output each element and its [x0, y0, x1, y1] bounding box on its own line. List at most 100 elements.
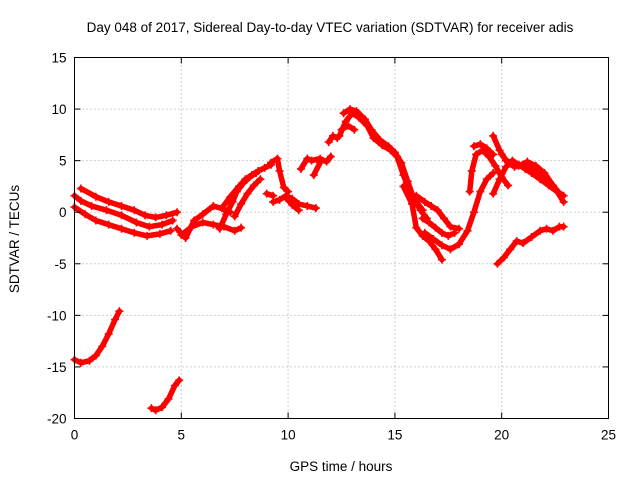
- chart-title: Day 048 of 2017, Sidereal Day-to-day VTE…: [87, 20, 574, 35]
- data-point-marker: [102, 206, 111, 215]
- data-point-marker: [132, 218, 141, 227]
- data-point-marker: [288, 200, 297, 209]
- data-point-marker: [337, 125, 346, 134]
- data-point-marker: [375, 136, 384, 145]
- data-point-marker: [162, 211, 171, 220]
- series-trace: [71, 204, 174, 239]
- data-point-marker: [87, 202, 96, 211]
- data-point-marker: [303, 154, 312, 163]
- y-tick-label: 10: [51, 102, 66, 117]
- data-point-marker: [217, 204, 226, 213]
- data-point-marker: [324, 138, 333, 147]
- data-point-marker: [237, 223, 246, 232]
- data-point-marker: [504, 181, 513, 190]
- data-point-marker: [508, 158, 517, 167]
- data-point-marker: [98, 342, 107, 351]
- data-point-marker: [536, 226, 545, 235]
- data-point-marker: [198, 210, 207, 219]
- series-arc-24: [420, 169, 498, 254]
- data-point-marker: [440, 214, 449, 223]
- y-axis-label: SDTVAR / TECUs: [7, 185, 22, 294]
- data-point-marker: [275, 195, 284, 204]
- y-tick-label: 0: [59, 205, 67, 220]
- data-point-marker: [412, 191, 421, 200]
- data-point-marker: [493, 259, 502, 268]
- data-point-marker: [416, 206, 425, 215]
- x-tick-label: 15: [387, 428, 402, 443]
- data-point-marker: [339, 109, 348, 118]
- data-point-marker: [489, 189, 498, 198]
- data-point-marker: [444, 231, 453, 240]
- series-arc-23: [412, 191, 463, 233]
- data-point-marker: [427, 202, 436, 211]
- data-point-marker: [85, 356, 94, 365]
- series-arc-4: [70, 307, 124, 367]
- data-point-marker: [506, 245, 515, 254]
- series-arc-21: [399, 182, 446, 264]
- series-arc-11: [267, 154, 293, 196]
- data-point-marker: [155, 229, 164, 238]
- data-point-marker: [446, 222, 455, 231]
- data-point-marker: [237, 199, 246, 208]
- series-trace: [422, 170, 496, 253]
- y-tick-label: -10: [47, 308, 67, 323]
- data-point-marker: [151, 213, 160, 222]
- data-point-marker: [168, 216, 177, 225]
- data-point-marker: [269, 191, 278, 200]
- data-point-marker: [76, 184, 85, 193]
- series-arc-30: [493, 222, 568, 268]
- data-point-marker: [164, 394, 173, 403]
- data-point-marker: [367, 125, 376, 134]
- data-point-marker: [91, 351, 100, 360]
- data-point-marker: [256, 175, 265, 184]
- data-point-marker: [170, 381, 179, 390]
- series-trace: [471, 141, 496, 158]
- data-point-marker: [431, 245, 440, 254]
- data-point-marker: [173, 208, 182, 217]
- data-point-marker: [241, 175, 250, 184]
- data-point-marker: [260, 163, 269, 172]
- data-point-marker: [311, 204, 320, 213]
- data-point-marker: [117, 211, 126, 220]
- series-arc-12: [269, 191, 320, 213]
- data-point-marker: [469, 208, 478, 217]
- y-tick-label: 5: [59, 154, 67, 169]
- data-point-marker: [209, 202, 218, 211]
- data-point-marker: [514, 161, 523, 170]
- data-point-marker: [307, 156, 316, 165]
- y-tick-label: -20: [47, 412, 67, 427]
- data-point-marker: [397, 158, 406, 167]
- data-point-marker: [281, 193, 290, 202]
- data-point-marker: [145, 222, 154, 231]
- data-point-marker: [309, 171, 318, 180]
- grid-lines: [74, 57, 609, 419]
- data-point-marker: [230, 226, 239, 235]
- series-trace: [219, 162, 274, 211]
- x-tick-label: 0: [71, 428, 79, 443]
- data-point-marker: [140, 211, 149, 220]
- data-point-marker: [243, 189, 252, 198]
- series-arc-8: [215, 169, 261, 233]
- data-point-marker: [147, 404, 156, 413]
- data-point-marker: [559, 197, 568, 206]
- data-point-marker: [181, 234, 190, 242]
- data-point-marker: [491, 161, 500, 170]
- series-arc-20: [337, 121, 359, 134]
- data-point-marker: [559, 222, 568, 231]
- data-series: [70, 105, 568, 415]
- data-point-marker: [316, 158, 325, 167]
- data-point-marker: [540, 169, 549, 178]
- data-point-marker: [418, 214, 427, 223]
- data-point-marker: [209, 220, 218, 229]
- data-point-marker: [226, 192, 235, 201]
- data-point-marker: [437, 228, 446, 237]
- data-point-marker: [437, 255, 446, 264]
- data-point-marker: [187, 222, 196, 231]
- series-arc-19: [339, 105, 431, 223]
- data-point-marker: [115, 307, 124, 316]
- data-point-marker: [262, 189, 271, 198]
- data-point-marker: [465, 187, 474, 196]
- data-point-marker: [360, 115, 369, 124]
- data-point-marker: [482, 144, 491, 153]
